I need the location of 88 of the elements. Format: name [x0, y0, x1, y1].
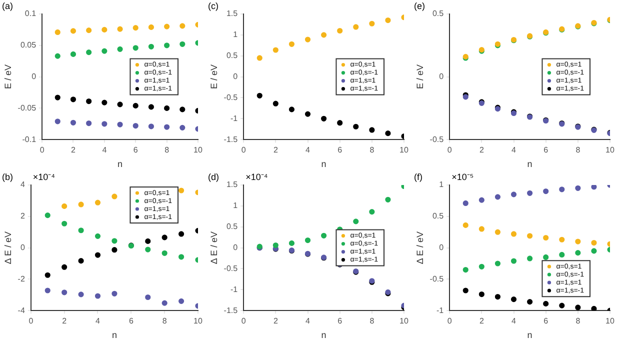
x-tick-label: 2 — [71, 146, 76, 155]
x-tick-label: 8 — [576, 316, 581, 326]
x-tick-label: 4 — [306, 316, 311, 326]
x-tick-label: 2 — [62, 316, 68, 326]
x-tick-label: 8 — [370, 316, 375, 326]
y-tick-label: 0.5 — [226, 222, 238, 232]
y-tick-label: 4 — [20, 180, 26, 190]
y-tick-label: 1 — [233, 201, 238, 210]
x-tick-label: 0 — [241, 146, 246, 155]
x-tick-label: 6 — [544, 146, 549, 155]
y-tick-label: 0 — [233, 243, 238, 252]
x-tick-label: 4 — [512, 316, 517, 326]
y-tick-label: -0.5 — [224, 92, 238, 102]
y-tick-label: 0 — [439, 243, 444, 252]
y-tick-label: 1 — [439, 180, 444, 190]
x-tick-label: 0 — [447, 146, 452, 155]
y-axis-title: E / eV — [2, 64, 13, 90]
y-tick-label: 1.5 — [226, 9, 238, 18]
x-tick-label: 2 — [479, 316, 484, 326]
y-tick-label: 0 — [233, 72, 238, 82]
y-tick-label: -1.5 — [224, 134, 238, 144]
y-tick-label: -1.5 — [224, 306, 238, 315]
x-tick-label: 0 — [241, 316, 246, 326]
y-axis-title: Δ E / eV — [2, 232, 13, 264]
x-tick-label: 10 — [194, 316, 203, 326]
y-tick-label: -0.05 — [18, 103, 37, 112]
x-tick-label: 0 — [447, 316, 452, 326]
x-tick-label: 10 — [400, 316, 409, 326]
x-tick-label: 8 — [162, 316, 168, 326]
y-tick-label: 0.5 — [226, 51, 238, 60]
x-tick-label: 10 — [194, 146, 203, 155]
x-axis-title: n — [527, 330, 532, 340]
text: ×10⁻⁴ — [246, 172, 268, 182]
y-axis-title: E / eV — [414, 64, 425, 90]
chart-title: (f) — [414, 172, 422, 182]
chart-title: (a) — [2, 0, 13, 11]
x-tick-label: 6 — [544, 316, 549, 326]
y-tick-label: 0 — [32, 72, 37, 82]
x-tick-label: 10 — [606, 316, 615, 326]
x-tick-label: 0 — [40, 146, 45, 155]
chart-title: (e) — [414, 0, 425, 11]
y-tick-label: -0.5 — [430, 134, 444, 144]
y-tick-label: 0 — [20, 243, 26, 252]
x-axis-title: n — [321, 159, 326, 170]
y-tick-label: 0.1 — [24, 9, 37, 18]
x-tick-label: 4 — [102, 146, 108, 155]
y-tick-label: -4 — [18, 306, 26, 315]
y-tick-label: -2 — [18, 274, 26, 284]
x-tick-label: 10 — [400, 146, 409, 155]
x-tick-label: 2 — [273, 146, 278, 155]
y-axis-title: Δ E / eV — [414, 232, 425, 264]
chart-title: (c) — [208, 0, 218, 11]
x-tick-label: 6 — [133, 146, 138, 155]
y-axis-title: E / eV — [208, 64, 219, 90]
y-tick-label: -0.5 — [430, 274, 444, 284]
y-tick-label: 2 — [20, 212, 26, 221]
x-tick-label: 6 — [338, 146, 343, 155]
y-axis-title: Δ E / eV — [208, 232, 219, 264]
y-tick-label: -1 — [436, 306, 444, 315]
x-axis-title: n — [321, 330, 326, 340]
text: ×10⁻⁵ — [452, 172, 474, 182]
x-tick-label: 6 — [338, 316, 343, 326]
y-tick-label: -0.1 — [22, 134, 37, 144]
x-tick-label: 8 — [576, 146, 581, 155]
y-tick-label: 0 — [439, 72, 444, 82]
y-tick-label: 1.5 — [226, 180, 238, 190]
x-tick-label: 8 — [164, 146, 170, 155]
y-tick-label: -0.5 — [224, 264, 238, 273]
x-tick-label: 2 — [479, 146, 484, 155]
y-tick-label: -1 — [230, 114, 238, 123]
y-tick-label: -1 — [230, 284, 238, 294]
x-axis-title: n — [112, 330, 117, 340]
x-axis-title: n — [118, 159, 123, 170]
x-axis-title: n — [527, 159, 532, 170]
y-tick-label: 1 — [233, 30, 238, 40]
chart-title: (d) — [208, 172, 219, 182]
x-tick-label: 4 — [306, 146, 311, 155]
y-tick-label: 0.5 — [432, 9, 444, 18]
x-tick-label: 8 — [370, 146, 375, 155]
y-tick-label: 0.05 — [20, 40, 37, 50]
text: ×10⁻⁴ — [32, 172, 56, 182]
y-tick-label: 0.5 — [432, 212, 444, 221]
chart-title: (b) — [2, 172, 13, 182]
x-tick-label: 4 — [512, 146, 517, 155]
x-tick-label: 6 — [128, 316, 134, 326]
x-tick-label: 10 — [606, 146, 615, 155]
x-tick-label: 4 — [96, 316, 101, 326]
x-tick-label: 2 — [273, 316, 278, 326]
